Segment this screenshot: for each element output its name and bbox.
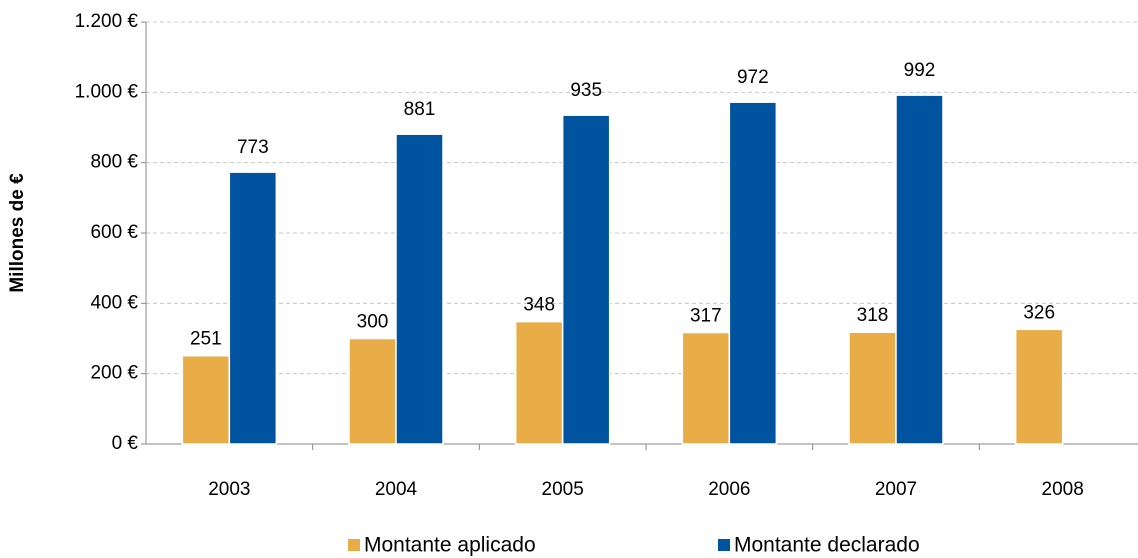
data-label: 972 [737, 67, 769, 88]
x-tick-label: 2007 [875, 479, 917, 500]
data-label: 326 [1023, 302, 1055, 323]
bar [228, 171, 278, 445]
x-tick-label: 2003 [208, 479, 250, 500]
legend-swatch [348, 539, 360, 551]
legend-label: Montante declarado [734, 534, 920, 557]
y-tick-label: 0 € [112, 433, 139, 454]
data-label: 992 [904, 60, 936, 81]
bar [348, 337, 397, 445]
bar [514, 320, 564, 445]
data-label: 300 [357, 312, 389, 333]
data-label: 317 [690, 306, 722, 327]
x-tick-label: 2004 [375, 479, 418, 500]
legend-label: Montante aplicado [364, 534, 536, 557]
y-tick-label: 600 € [90, 222, 138, 243]
bar [561, 114, 611, 445]
y-axis-label: Millones de € [7, 173, 28, 293]
y-tick-label: 1.200 € [75, 11, 139, 32]
bar [681, 331, 731, 445]
y-tick-label: 800 € [90, 152, 138, 173]
bar [1014, 328, 1064, 445]
y-tick-label: 200 € [90, 363, 138, 384]
data-label: 935 [570, 80, 602, 101]
bar [395, 133, 444, 445]
legend-swatch [718, 539, 730, 551]
data-label: 318 [857, 305, 889, 326]
x-tick-label: 2005 [542, 479, 584, 500]
data-label: 348 [523, 295, 555, 316]
y-tick-label: 1.000 € [75, 81, 139, 102]
bar [181, 354, 231, 445]
bar [895, 94, 944, 445]
data-label: 251 [190, 329, 222, 350]
bar [848, 331, 897, 445]
data-label: 881 [404, 99, 436, 120]
bar [728, 101, 778, 445]
data-label: 773 [237, 137, 269, 158]
y-tick-label: 400 € [90, 292, 138, 313]
x-tick-label: 2008 [1042, 479, 1084, 500]
x-tick-label: 2006 [708, 479, 750, 500]
